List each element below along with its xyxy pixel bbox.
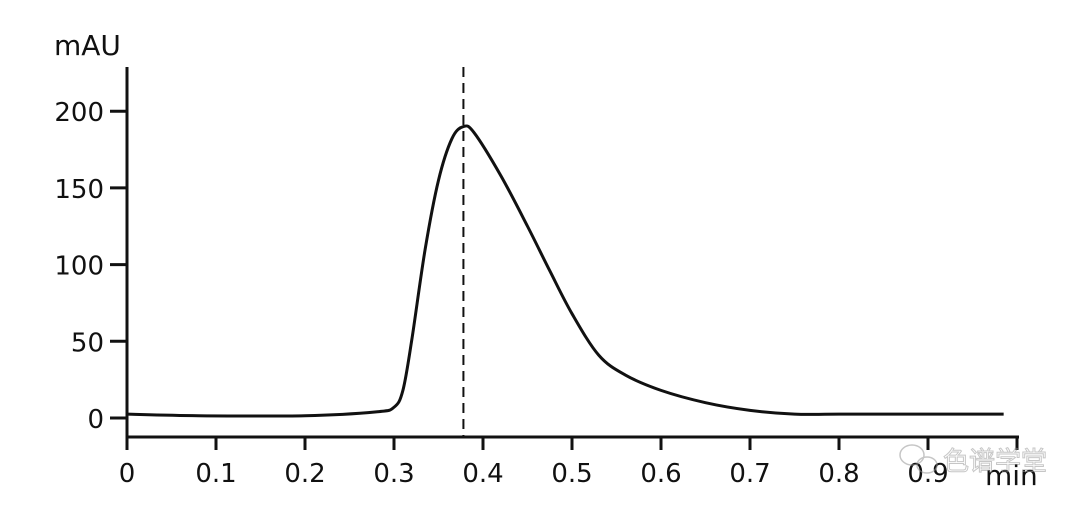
x-tick-label: 0.8 [818,459,859,489]
x-tick-label: 0.2 [284,459,325,489]
x-tick-label: 0.4 [462,459,503,489]
watermark-text: 色谱学堂 [943,447,1047,477]
y-tick-label: 0 [87,405,104,435]
x-tick-label: 0.7 [729,459,770,489]
x-tick-label: 0.3 [373,459,414,489]
series-line [126,124,1004,418]
y-tick-label: 150 [54,175,104,205]
x-tick-label: 0 [119,459,136,489]
watermark: 色谱学堂 [899,444,1048,478]
x-axis-label: min [985,459,1038,492]
y-tick-label: 200 [54,98,104,128]
x-tick-label: 0.6 [640,459,681,489]
ticks: 0 0.1 0.2 0.3 0.4 0.5 0.6 0.7 0.8 0.9 0 50 100 150 200 [54,98,1019,489]
y-tick-label: 50 [71,328,104,358]
y-tick-label: 100 [54,252,104,282]
x-tick-label: 0.5 [551,459,592,489]
y-axis-label: mAU [54,29,121,62]
x-tick-label: 0.1 [195,459,236,489]
x-tick-label: 0.9 [907,459,948,489]
wechat-icon [899,444,938,474]
axes [125,67,1019,439]
